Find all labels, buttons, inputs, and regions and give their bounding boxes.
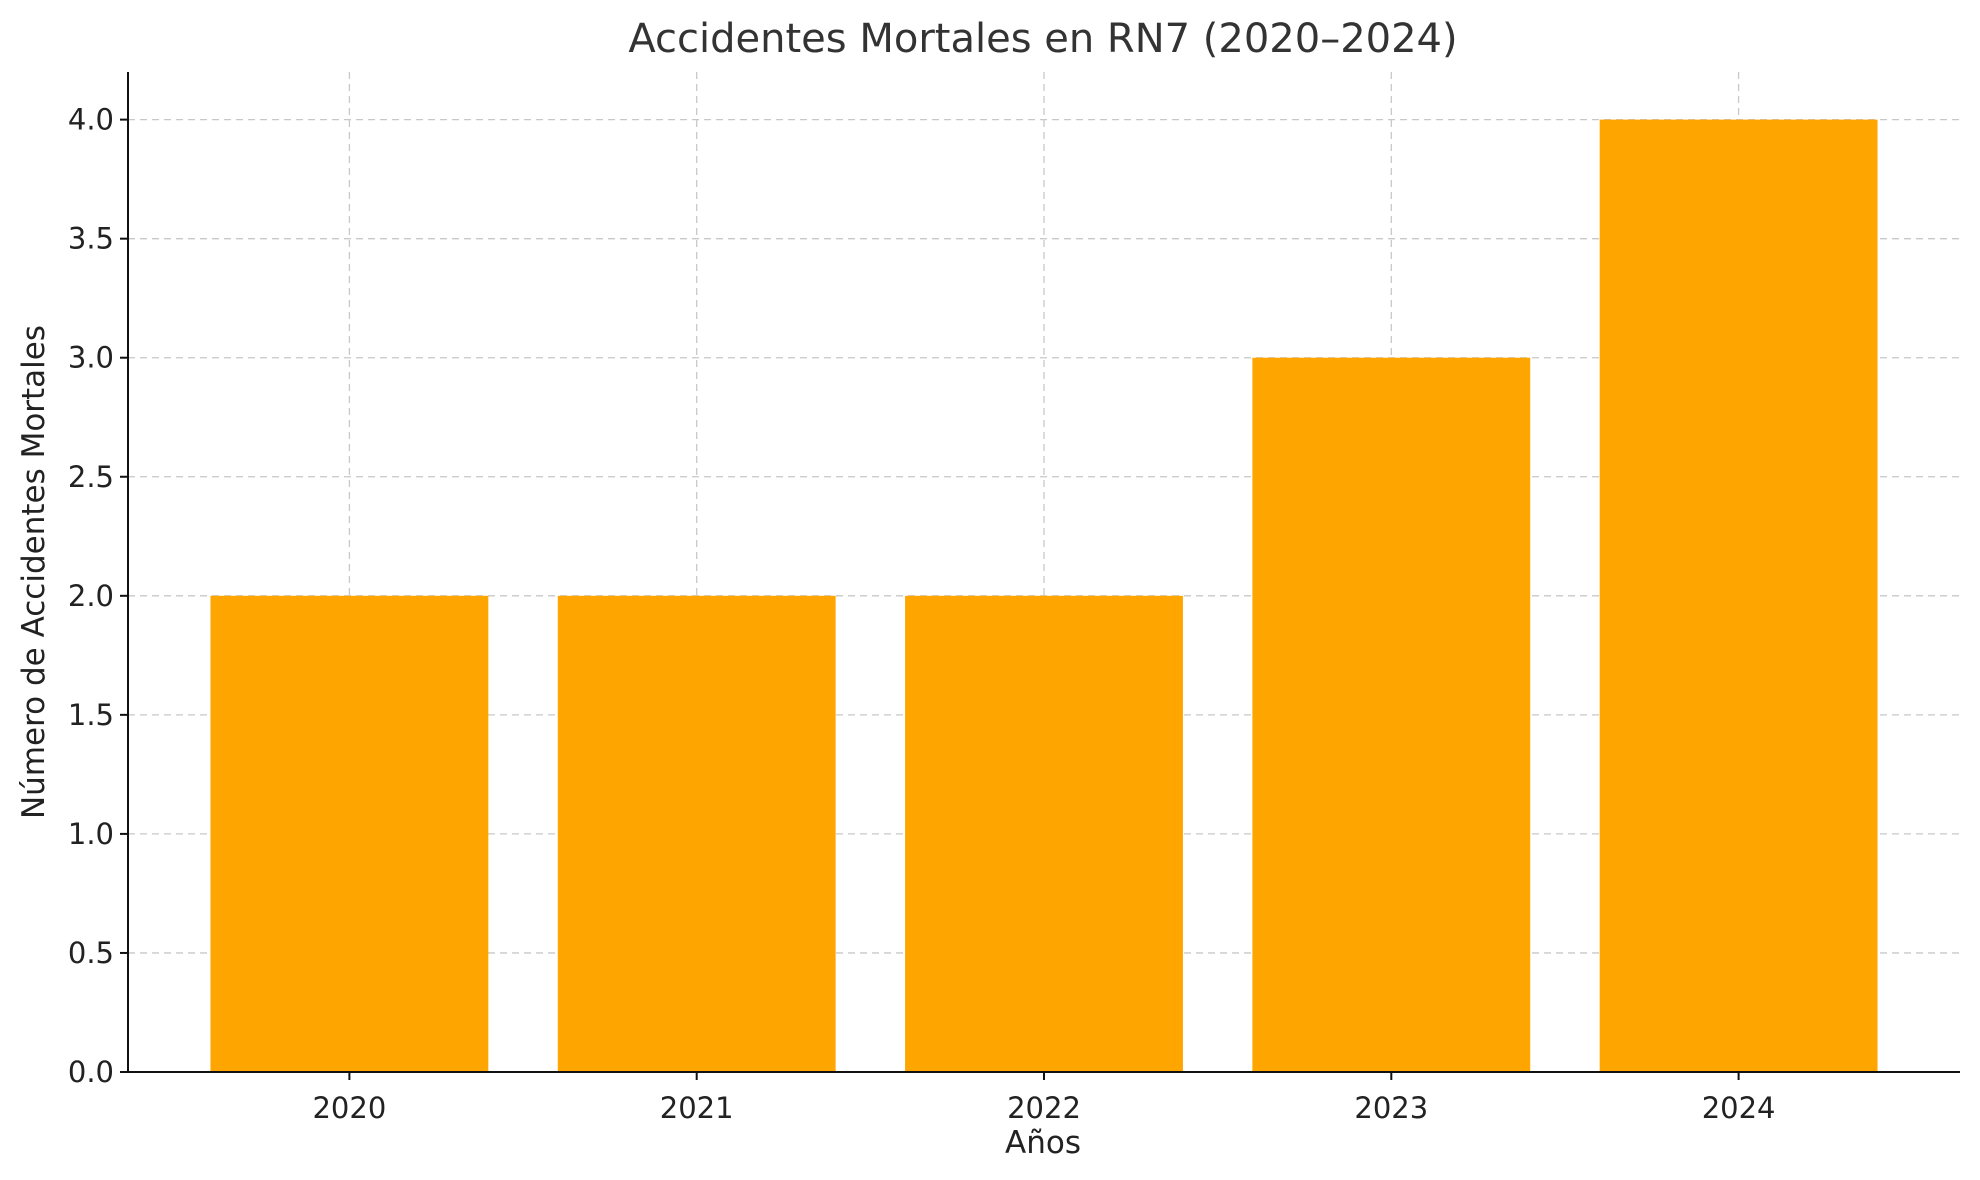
y-tick-label: 0.5 [68, 936, 114, 970]
bars [210, 119, 1878, 1073]
x-tick-label: 2022 [1007, 1091, 1081, 1125]
bar-2021 [557, 595, 836, 1072]
y-tick-label: 2.0 [68, 579, 114, 613]
y-axis-label: Número de Accidentes Mortales [16, 325, 52, 819]
bar-2020 [210, 595, 489, 1072]
x-tick-label: 2021 [660, 1091, 734, 1125]
y-tick-label: 1.0 [68, 817, 114, 851]
y-tick-label: 2.5 [68, 460, 114, 494]
y-tick-label: 0.0 [68, 1055, 114, 1089]
bar-2024 [1599, 119, 1878, 1073]
axis-spines [127, 72, 1960, 1073]
y-tick-label: 4.0 [68, 103, 114, 137]
y-tick-label: 1.5 [68, 698, 114, 732]
x-tick-label: 2023 [1354, 1091, 1428, 1125]
chart-title: Accidentes Mortales en RN7 (2020–2024) [628, 16, 1457, 62]
x-tick-label: 2024 [1702, 1091, 1776, 1125]
x-tick-label: 2020 [312, 1091, 386, 1125]
bar-2023 [1252, 357, 1531, 1072]
y-tick-label: 3.0 [68, 341, 114, 375]
axes: 0.0 0.5 1.0 1.5 2.0 2.5 3.0 3.5 4.0 2020 2021 2022 2… [68, 72, 1960, 1125]
y-tick-label: 3.5 [68, 222, 114, 256]
x-axis-label: Años [1005, 1125, 1081, 1161]
bar-2022 [905, 595, 1183, 1072]
